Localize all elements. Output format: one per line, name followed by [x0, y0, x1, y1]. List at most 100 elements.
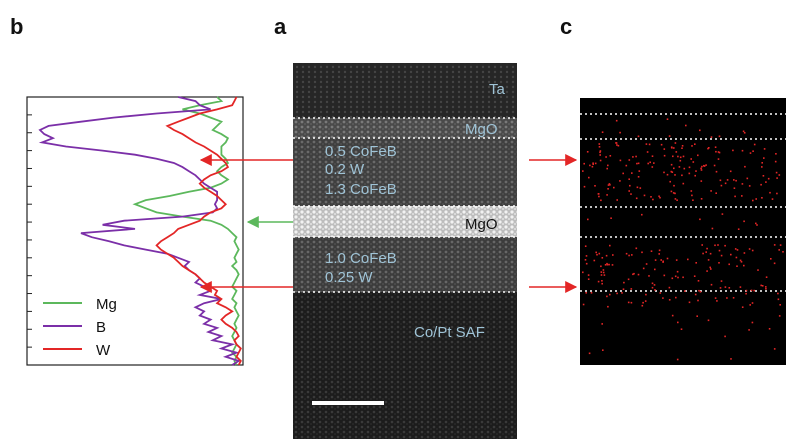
- w-signal-dot: [605, 156, 607, 158]
- w-signal-dot: [720, 184, 723, 187]
- w-signal-dot: [730, 358, 732, 360]
- w-signal-dot: [681, 174, 683, 177]
- w-signal-dot: [600, 274, 603, 276]
- w-signal-dot: [654, 259, 657, 261]
- w-signal-dot: [622, 172, 624, 175]
- w-signal-dot: [642, 267, 645, 270]
- w-signal-dot: [741, 306, 744, 308]
- w-signal-dot: [724, 286, 727, 288]
- w-signal-dot: [588, 352, 591, 355]
- w-signal-dot: [606, 262, 608, 265]
- w-signal-dot: [751, 249, 754, 252]
- w-signal-dot: [771, 198, 774, 200]
- w-signal-dot: [637, 135, 640, 138]
- w-signal-dot: [746, 177, 749, 180]
- label-cofeb-05: 0.5 CoFeB: [325, 143, 397, 160]
- w-signal-dot: [635, 155, 637, 158]
- tem-mgo-top-layer: [293, 118, 517, 138]
- w-signal-dots: [582, 118, 784, 361]
- panel-letter-a: a: [274, 14, 287, 39]
- profile-y-ticks: [27, 114, 32, 348]
- w-signal-dot: [676, 270, 679, 273]
- w-signal-dot: [743, 264, 745, 267]
- w-signal-dot: [630, 301, 633, 304]
- w-signal-dot: [675, 151, 678, 153]
- w-signal-dot: [669, 180, 671, 183]
- w-signal-dot: [699, 129, 701, 132]
- w-signal-dot: [755, 198, 757, 200]
- w-signal-dot: [599, 150, 602, 152]
- w-signal-dot: [692, 199, 694, 201]
- w-signal-dot: [616, 199, 618, 201]
- w-signal-dot: [609, 293, 611, 296]
- w-signal-dot: [585, 262, 588, 265]
- w-signal-dot: [663, 171, 665, 174]
- label-w-025: 0.25 W: [325, 269, 373, 286]
- scale-bar: [312, 401, 384, 405]
- w-signal-dot: [699, 291, 702, 293]
- profile-plot: Mg B W: [26, 96, 244, 366]
- w-signal-dot: [658, 253, 660, 255]
- w-signal-dot: [710, 268, 712, 270]
- w-signal-dot: [751, 302, 754, 304]
- w-signal-dot: [724, 244, 726, 247]
- w-signal-dot: [670, 190, 673, 193]
- w-signal-dot: [679, 159, 682, 162]
- w-signal-dot: [776, 192, 778, 195]
- w-signal-dot: [777, 292, 779, 295]
- w-signal-dot: [599, 151, 601, 154]
- w-signal-dot: [729, 170, 732, 173]
- w-signal-dot: [645, 263, 648, 265]
- w-signal-dot: [757, 269, 759, 271]
- w-signal-dot: [666, 257, 669, 260]
- w-signal-dot: [593, 259, 596, 262]
- label-ta: Ta: [489, 81, 506, 98]
- w-signal-dot: [709, 266, 711, 269]
- w-signal-dot: [672, 192, 675, 194]
- w-signal-dot: [678, 166, 681, 168]
- w-signal-dot: [709, 252, 712, 255]
- w-signal-dot: [601, 323, 603, 325]
- w-signal-dot: [627, 301, 630, 304]
- panel-letter-c: c: [560, 14, 573, 39]
- w-signal-dot: [607, 305, 609, 308]
- w-signal-dot: [660, 259, 662, 261]
- w-signal-dot: [586, 151, 589, 153]
- legend-label-b: B: [96, 319, 106, 336]
- w-signal-dot: [583, 162, 585, 165]
- w-signal-dot: [705, 251, 707, 253]
- profile-legend: Mg B W: [43, 296, 117, 359]
- w-signal-dot: [582, 303, 585, 306]
- w-signal-dot: [583, 185, 586, 188]
- w-signal-dot: [654, 268, 656, 271]
- w-signal-dot: [733, 179, 735, 181]
- w-signal-dot: [769, 191, 771, 194]
- w-signal-dot: [698, 289, 700, 292]
- w-signal-dot: [707, 319, 710, 322]
- w-signal-dot: [688, 301, 691, 304]
- w-signal-dot: [716, 300, 718, 302]
- w-signal-dot: [733, 187, 736, 189]
- w-signal-dot: [609, 155, 612, 157]
- w-signal-dot: [616, 144, 618, 146]
- w-signal-dot: [646, 151, 649, 153]
- w-signal-dot: [732, 297, 735, 299]
- w-signal-dot: [682, 276, 684, 279]
- w-signal-dot: [668, 286, 671, 289]
- w-signal-dot: [675, 259, 678, 261]
- w-signal-dot: [694, 293, 697, 296]
- legend-label-w: W: [96, 342, 111, 359]
- w-signal-dot: [692, 161, 695, 163]
- w-signal-dot: [670, 170, 673, 173]
- w-signal-dot: [674, 142, 677, 144]
- w-signal-dot: [717, 244, 719, 246]
- w-signal-dot: [714, 244, 716, 247]
- w-signal-dot: [700, 180, 703, 182]
- tem-mgo-mid-layer: [293, 206, 517, 237]
- w-signal-dot: [606, 263, 609, 266]
- tem-image: Ta MgO 0.5 CoFeB 0.2 W 1.3 CoFeB MgO 1.0…: [293, 63, 517, 439]
- w-signal-dot: [635, 247, 638, 250]
- w-signal-dot: [612, 254, 614, 256]
- w-signal-dot: [600, 271, 603, 273]
- w-signal-dot: [601, 257, 604, 259]
